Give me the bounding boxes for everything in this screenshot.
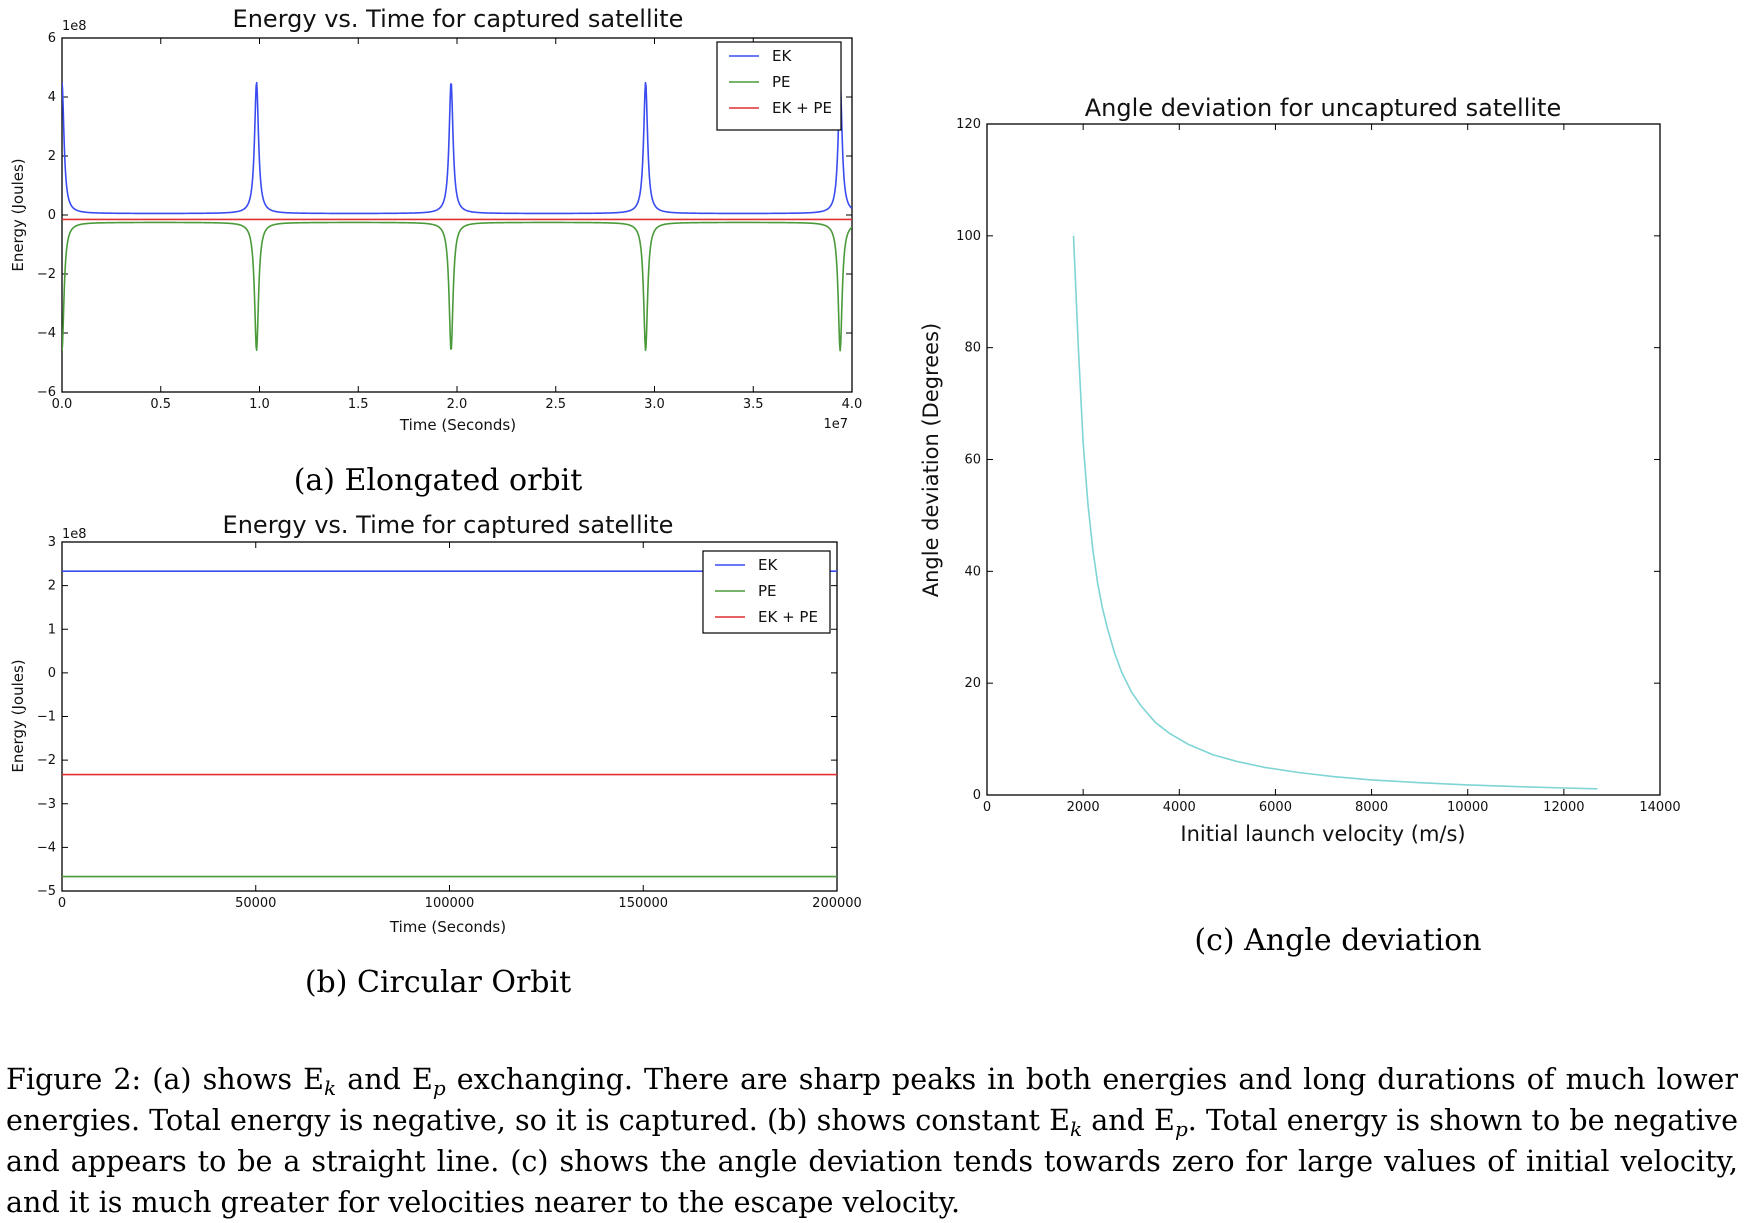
x-tick-label: 14000 [1639,800,1680,815]
y-tick-label: 80 [964,341,981,356]
x-tick-label: 3.5 [743,397,764,412]
subfigure-c-caption: (c) Angle deviation [1194,923,1481,958]
series-curve-line [1072,235,1598,790]
x-tick-label: 2.5 [545,397,566,412]
y-tick-label: 40 [964,564,981,579]
y-tick-label: 2 [48,149,56,164]
y-tick-label: −4 [37,326,56,341]
x-tick-label: 0 [983,800,991,815]
subplot-b: Energy vs. Time for captured satellite T… [9,511,862,1000]
caption-text-run: and E [1082,1102,1175,1137]
series-ek-line [62,81,852,215]
y-tick-label: 60 [964,453,981,468]
x-tick-label: 1.5 [348,397,369,412]
plot-b-title: Energy vs. Time for captured satellite [223,511,674,539]
x-tick-label: 0.5 [150,397,171,412]
legend-label: PE [772,73,791,91]
caption-text-run: and E [336,1061,433,1096]
plot-c-xlabel: Initial launch velocity (m/s) [1180,822,1465,846]
plot-a-title: Energy vs. Time for captured satellite [233,5,684,33]
legend-label: EK + PE [772,99,832,117]
y-tick-label: 6 [48,31,56,46]
plot-b-xlabel: Time (Seconds) [389,918,506,936]
caption-subscript: p [1174,1116,1188,1141]
y-tick-label: −3 [37,797,56,812]
y-tick-label: 4 [48,90,56,105]
y-tick-label: 2 [48,579,56,594]
caption-subscript: k [1069,1116,1083,1141]
x-tick-label: 50000 [235,896,276,911]
y-tick-label: −5 [37,884,56,899]
y-tick-label: −2 [37,267,56,282]
x-tick-label: 3.0 [644,397,665,412]
plot-c-ylabel: Angle deviation (Degrees) [919,323,943,597]
x-tick-label: 6000 [1259,800,1292,815]
x-tick-label: 4.0 [842,397,863,412]
subplot-a: Energy vs. Time for captured satellite T… [9,5,862,498]
x-tick-label: 200000 [812,896,862,911]
x-tick-label: 4000 [1163,800,1196,815]
y-tick-label: −4 [37,840,56,855]
x-tick-label: 0.0 [52,397,73,412]
plot-a-ylabel: Energy (Joules) [9,158,27,271]
legend-label: PE [758,582,777,600]
x-tick-label: 10000 [1447,800,1488,815]
y-tick-label: 0 [973,788,981,803]
y-tick-label: 1 [48,622,56,637]
caption-subscript: k [324,1075,337,1100]
x-tick-label: 8000 [1355,800,1388,815]
y-tick-label: 120 [956,117,981,132]
y-tick-label: −6 [37,385,56,400]
y-tick-label: −1 [37,710,56,725]
caption-text-run: Figure 2: (a) shows E [6,1061,325,1096]
legend-label: EK [772,47,792,65]
x-tick-label: 0 [58,896,66,911]
plot-b-ylabel: Energy (Joules) [9,659,27,772]
series-pe-line [62,221,852,352]
plot-c-title: Angle deviation for uncaptured satellite [1085,94,1561,122]
plot-a-x-multiplier: 1e7 [823,417,848,432]
subplot-c: Angle deviation for uncaptured satellite… [919,94,1681,958]
y-tick-label: 0 [48,208,56,223]
subfigure-b-caption: (b) Circular Orbit [305,965,571,1000]
y-tick-label: 3 [48,535,56,550]
caption-text-run: exchanging. There are sharp peaks in bot… [6,1061,1739,1137]
legend-label: EK [758,556,778,574]
y-tick-label: −2 [37,753,56,768]
plot-a-y-multiplier: 1e8 [62,19,87,34]
plot-a-xlabel: Time (Seconds) [399,416,516,434]
x-tick-label: 150000 [618,896,668,911]
legend-label: EK + PE [758,608,818,626]
subfigure-a-caption: (a) Elongated orbit [294,463,583,498]
plot-b-y-multiplier: 1e8 [62,527,87,542]
plot-frame [986,123,1661,796]
figure-caption: Figure 2: (a) shows Ek and Ep exchanging… [6,1059,1738,1223]
x-tick-label: 2000 [1067,800,1100,815]
x-tick-label: 2.0 [447,397,468,412]
y-tick-label: 20 [964,676,981,691]
x-tick-label: 1.0 [249,397,270,412]
x-tick-label: 12000 [1543,800,1584,815]
y-tick-label: 100 [956,229,981,244]
caption-subscript: p [432,1075,446,1100]
x-tick-label: 100000 [425,896,475,911]
y-tick-label: 0 [48,666,56,681]
